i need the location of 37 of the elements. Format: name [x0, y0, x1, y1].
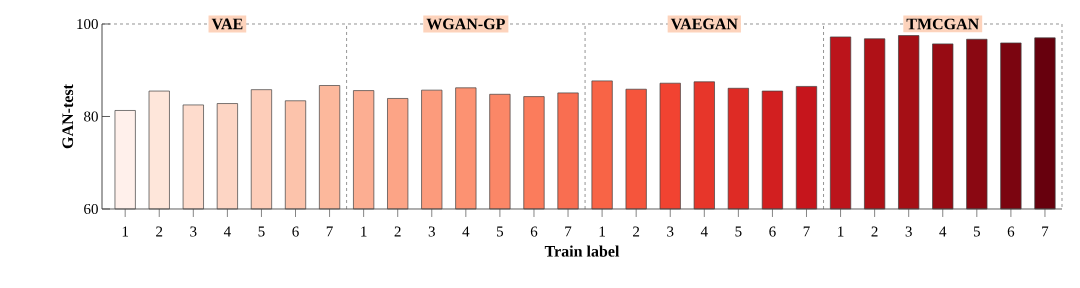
x-tick-label: 7 [803, 226, 810, 237]
x-tick-label: 3 [190, 226, 197, 237]
y-tick-label: 60 [84, 203, 98, 215]
x-tick-label: 6 [1007, 226, 1015, 237]
x-tick-label: 6 [292, 226, 299, 237]
x-tick-label: 3 [905, 226, 912, 237]
annotation: WGAN-GP [426, 18, 505, 30]
annotation: TMCGAN [906, 18, 979, 30]
x-tick-label: 4 [223, 226, 231, 237]
x-axis-title: Train label [544, 245, 620, 257]
annotation: VAE [211, 18, 243, 30]
x-tick-label: 4 [462, 226, 470, 237]
x-tick-label: 1 [361, 226, 367, 237]
x-tick-label: 1 [599, 226, 605, 237]
x-tick-label: 2 [394, 226, 401, 237]
x-tick-label: 2 [633, 226, 640, 237]
x-tick-label: 5 [497, 226, 504, 237]
x-tick-label: 6 [530, 226, 538, 237]
x-tick-label: 7 [1042, 226, 1049, 237]
x-tick-label: 5 [735, 226, 742, 237]
x-tick-label: 1 [122, 226, 129, 237]
x-tick-label: 2 [871, 226, 878, 237]
x-tick-label: 4 [939, 226, 947, 237]
x-tick-label: 6 [769, 226, 776, 237]
x-tick-label: 1 [838, 226, 844, 237]
y-tick-label: 80 [84, 111, 98, 122]
x-tick-label: 7 [326, 226, 333, 237]
x-tick-label: 5 [258, 226, 265, 237]
x-tick-label: 3 [667, 226, 674, 237]
x-tick-label: 5 [973, 226, 980, 237]
annotation: VAEGAN [670, 18, 738, 30]
y-tick-label: 100 [77, 18, 98, 30]
x-tick-label: 4 [700, 226, 708, 237]
x-tick-label: 7 [565, 226, 572, 237]
y-axis-title: GAN-test [62, 84, 74, 149]
x-tick-label: 2 [156, 226, 163, 237]
x-tick-label: 3 [428, 226, 435, 237]
